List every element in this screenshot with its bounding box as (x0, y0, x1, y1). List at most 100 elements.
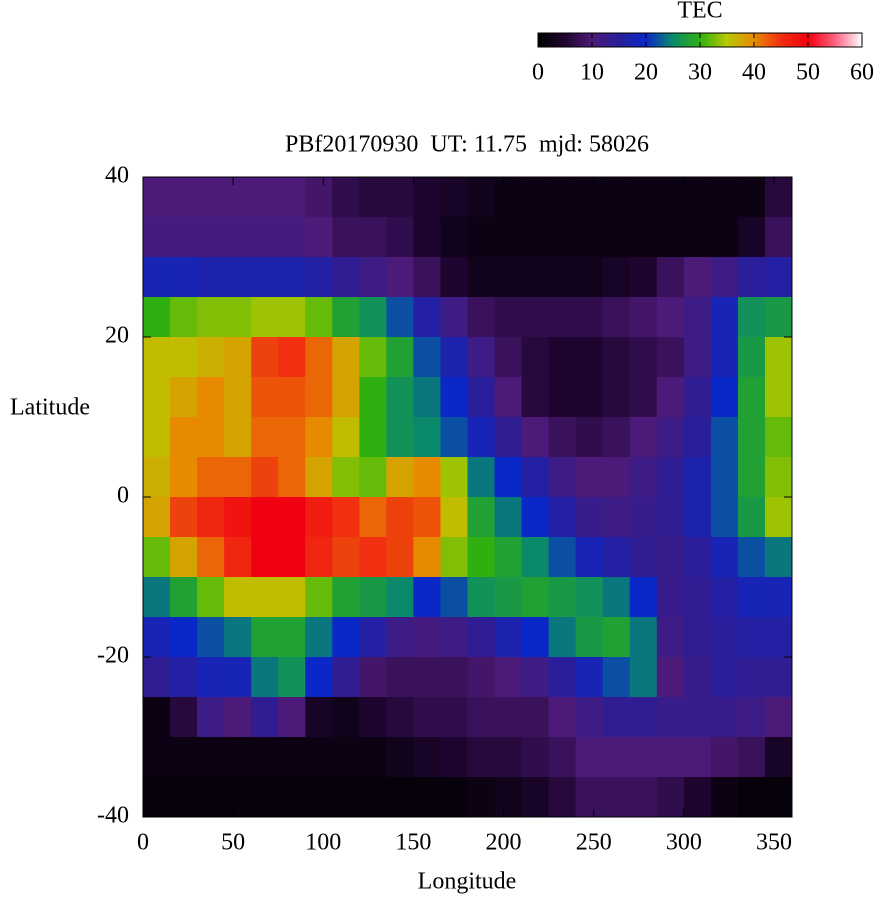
heatmap-cell (143, 697, 171, 738)
y-tick-label: 0 (117, 483, 129, 509)
heatmap-cell (521, 617, 550, 658)
y-tick-label: 40 (105, 163, 129, 189)
heatmap-cell (467, 217, 496, 258)
heatmap-cell (278, 777, 306, 818)
heatmap-cell (224, 697, 252, 738)
heatmap-cell (305, 257, 333, 298)
heatmap-cell (737, 537, 766, 578)
heatmap-cell (737, 297, 766, 338)
heatmap-cell (386, 537, 414, 578)
heatmap-cell (440, 697, 468, 738)
heatmap-cell (386, 697, 414, 738)
heatmap-cell (548, 457, 577, 498)
heatmap-cell (764, 217, 793, 258)
heatmap-cell (224, 657, 252, 698)
heatmap-cell (197, 217, 225, 258)
heatmap-cell (494, 697, 523, 738)
heatmap-cell (278, 337, 306, 378)
heatmap-cell (332, 457, 360, 498)
heatmap-cell (710, 217, 739, 258)
heatmap-cell (467, 457, 496, 498)
heatmap-cell (602, 537, 631, 578)
heatmap-cell (710, 577, 739, 618)
heatmap-cell (629, 297, 658, 338)
heatmap-cell (548, 617, 577, 658)
heatmap-cell (224, 457, 252, 498)
heatmap-cell (575, 457, 604, 498)
heatmap-cell (656, 257, 685, 298)
heatmap-cell (278, 657, 306, 698)
heatmap-cell (143, 737, 171, 778)
heatmap-cell (629, 537, 658, 578)
heatmap-cell (764, 457, 793, 498)
heatmap-cell (602, 177, 631, 218)
heatmap-cell (359, 217, 387, 258)
heatmap-cell (764, 497, 793, 538)
heatmap-cell (656, 777, 685, 818)
heatmap-cell (737, 657, 766, 698)
heatmap-cell (197, 417, 225, 458)
heatmap-cell (575, 777, 604, 818)
heatmap-cell (764, 537, 793, 578)
heatmap-cell (224, 337, 252, 378)
heatmap-cell (683, 177, 712, 218)
heatmap-cell (386, 657, 414, 698)
heatmap-cell (494, 297, 523, 338)
heatmap-cell (386, 177, 414, 218)
heatmap-cell (251, 497, 279, 538)
x-tick-label: 300 (666, 830, 702, 856)
heatmap-cell (251, 297, 279, 338)
heatmap-cell (629, 577, 658, 618)
heatmap-cell (521, 297, 550, 338)
heatmap-cell (359, 177, 387, 218)
heatmap-cell (224, 177, 252, 218)
heatmap-cell (224, 737, 252, 778)
heatmap-cell (710, 297, 739, 338)
colorbar-tick-label: 50 (796, 60, 820, 86)
heatmap-cell (656, 297, 685, 338)
heatmap-cell (764, 737, 793, 778)
heatmap-cell (197, 737, 225, 778)
heatmap-cell (602, 217, 631, 258)
heatmap-cell (143, 657, 171, 698)
heatmap-cell (710, 617, 739, 658)
heatmap-cell (143, 177, 171, 218)
heatmap-cell (413, 457, 441, 498)
heatmap-cell (683, 657, 712, 698)
heatmap-cell (143, 537, 171, 578)
heatmap-cell (683, 377, 712, 418)
heatmap-cell (764, 257, 793, 298)
heatmap-cell (467, 377, 496, 418)
heatmap-cell (359, 617, 387, 658)
heatmap-cell (251, 737, 279, 778)
heatmap-cell (305, 377, 333, 418)
x-axis-label: Longitude (418, 869, 517, 895)
heatmap-cell (224, 537, 252, 578)
heatmap-cell (386, 577, 414, 618)
heatmap-cell (656, 537, 685, 578)
heatmap-cell (494, 617, 523, 658)
heatmap-cell (359, 697, 387, 738)
heatmap-cell (386, 457, 414, 498)
heatmap-cell (575, 577, 604, 618)
heatmap-cell (413, 377, 441, 418)
heatmap-cell (413, 217, 441, 258)
heatmap-cell (494, 337, 523, 378)
heatmap-cell (413, 537, 441, 578)
heatmap-cell (170, 617, 198, 658)
heatmap-cell (494, 657, 523, 698)
heatmap-cell (575, 697, 604, 738)
heatmap-cell (710, 457, 739, 498)
heatmap-cell (170, 697, 198, 738)
heatmap-cell (332, 217, 360, 258)
heatmap-cell (629, 457, 658, 498)
heatmap-cell (278, 697, 306, 738)
heatmap-cell (602, 297, 631, 338)
heatmap-cell (602, 377, 631, 418)
heatmap-cell (278, 297, 306, 338)
heatmap-cell (467, 617, 496, 658)
colorbar-label: TEC (677, 0, 722, 24)
chart-title: PBf20170930 UT: 11.75 mjd: 58026 (285, 132, 649, 158)
heatmap-cell (359, 657, 387, 698)
heatmap-cell (224, 297, 252, 338)
